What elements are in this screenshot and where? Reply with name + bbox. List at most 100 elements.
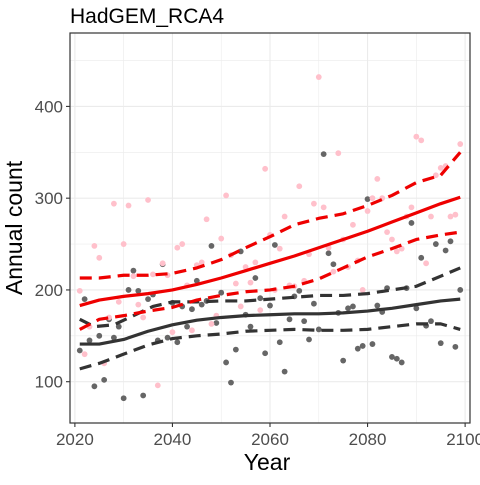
data-point-points-a [281, 368, 288, 375]
data-point-points-a [442, 247, 449, 254]
data-point-points-a [125, 287, 132, 293]
data-point-points-a [76, 347, 83, 354]
plot-area: 2020 2040 2060 2080 2100 100 200 300 400 [35, 32, 480, 449]
data-point-points-b [276, 245, 283, 252]
data-point-points-b [150, 271, 156, 278]
data-point-points-b [369, 195, 376, 202]
data-point-points-a [101, 376, 108, 383]
data-point-points-b [350, 221, 356, 228]
data-point-points-a [354, 345, 361, 352]
data-point-points-b [437, 164, 444, 171]
x-axis-title: Year [244, 449, 291, 475]
data-point-points-a [164, 334, 171, 341]
data-point-points-b [174, 244, 181, 251]
data-point-points-b [223, 192, 230, 199]
data-point-points-a [306, 336, 312, 343]
data-point-points-b [203, 216, 210, 223]
data-point-points-b [384, 229, 390, 236]
data-point-points-a [193, 277, 200, 284]
y-tick-label: 100 [35, 373, 63, 392]
data-point-points-a [228, 379, 234, 386]
data-point-points-a [389, 354, 395, 360]
data-point-points-a [359, 343, 366, 349]
data-point-points-a [418, 254, 425, 261]
y-axis-title: Annual count [1, 160, 27, 295]
data-point-points-b [320, 204, 327, 211]
data-point-points-b [408, 204, 415, 211]
x-tick-label: 2020 [56, 430, 94, 449]
data-point-points-b [257, 307, 264, 314]
data-point-points-a [325, 250, 332, 257]
data-point-points-b [115, 298, 122, 305]
data-point-points-a [120, 395, 127, 402]
data-point-points-b [432, 172, 439, 179]
data-point-points-a [432, 241, 439, 247]
data-point-points-b [452, 211, 459, 218]
y-tick-label: 400 [35, 97, 63, 116]
data-point-points-a [428, 318, 434, 325]
data-point-points-b [198, 259, 205, 266]
data-point-points-a [320, 151, 327, 158]
data-point-points-b [423, 260, 429, 267]
data-point-points-b [189, 327, 195, 334]
data-point-points-a [413, 305, 420, 312]
data-point-points-b [237, 303, 244, 310]
data-point-points-b [296, 183, 303, 190]
data-point-points-b [262, 165, 269, 172]
data-point-points-a [184, 323, 190, 330]
data-point-points-b [145, 197, 151, 203]
data-point-points-a [223, 359, 230, 366]
data-point-points-b [457, 141, 464, 147]
data-point-points-b [140, 314, 147, 321]
data-point-points-a [130, 267, 137, 274]
data-point-points-b [311, 200, 317, 207]
data-point-points-a [315, 326, 322, 333]
trend-line-trend-b-solid [79, 195, 461, 308]
data-point-points-b [418, 137, 425, 144]
data-point-points-a [247, 323, 254, 330]
chart-title: HadGEM_RCA4 [70, 5, 224, 28]
data-point-points-a [189, 306, 195, 313]
data-point-points-a [111, 334, 117, 341]
data-point-points-a [237, 248, 244, 255]
data-point-points-b [389, 236, 395, 243]
data-point-points-b [232, 280, 239, 287]
data-point-points-b [281, 213, 288, 220]
data-point-points-a [369, 341, 376, 347]
trend-line-trend-a-dashed [79, 322, 461, 371]
data-point-points-b [359, 287, 366, 293]
x-tick-label: 2100 [446, 430, 480, 449]
x-tick-label: 2080 [349, 430, 387, 449]
data-point-points-a [398, 359, 405, 366]
data-point-points-a [145, 296, 151, 303]
data-point-points-a [115, 323, 122, 330]
data-point-points-b [447, 213, 454, 220]
data-point-points-b [76, 287, 83, 294]
data-point-points-b [374, 176, 381, 182]
data-point-points-b [252, 259, 259, 266]
data-point-points-a [81, 296, 88, 303]
data-point-points-b [169, 329, 176, 336]
data-point-points-a [437, 340, 444, 347]
data-point-points-b [247, 279, 254, 286]
data-point-points-a [135, 287, 142, 294]
data-point-points-a [286, 316, 293, 323]
data-point-points-a [267, 302, 273, 309]
data-point-points-a [140, 392, 147, 399]
data-point-points-a [252, 275, 259, 281]
data-point-points-a [340, 357, 347, 364]
data-point-points-b [335, 150, 342, 157]
data-point-points-a [311, 300, 317, 307]
data-point-points-b [154, 382, 161, 389]
data-point-points-a [447, 238, 454, 245]
data-point-points-a [262, 350, 269, 357]
data-point-points-a [218, 289, 225, 296]
y-tick-label: 300 [35, 189, 63, 208]
data-point-points-b [218, 235, 225, 242]
data-point-points-a [198, 301, 205, 308]
data-point-points-b [242, 264, 249, 270]
trend-line-trend-a-solid [79, 297, 461, 346]
data-point-points-b [96, 254, 103, 261]
